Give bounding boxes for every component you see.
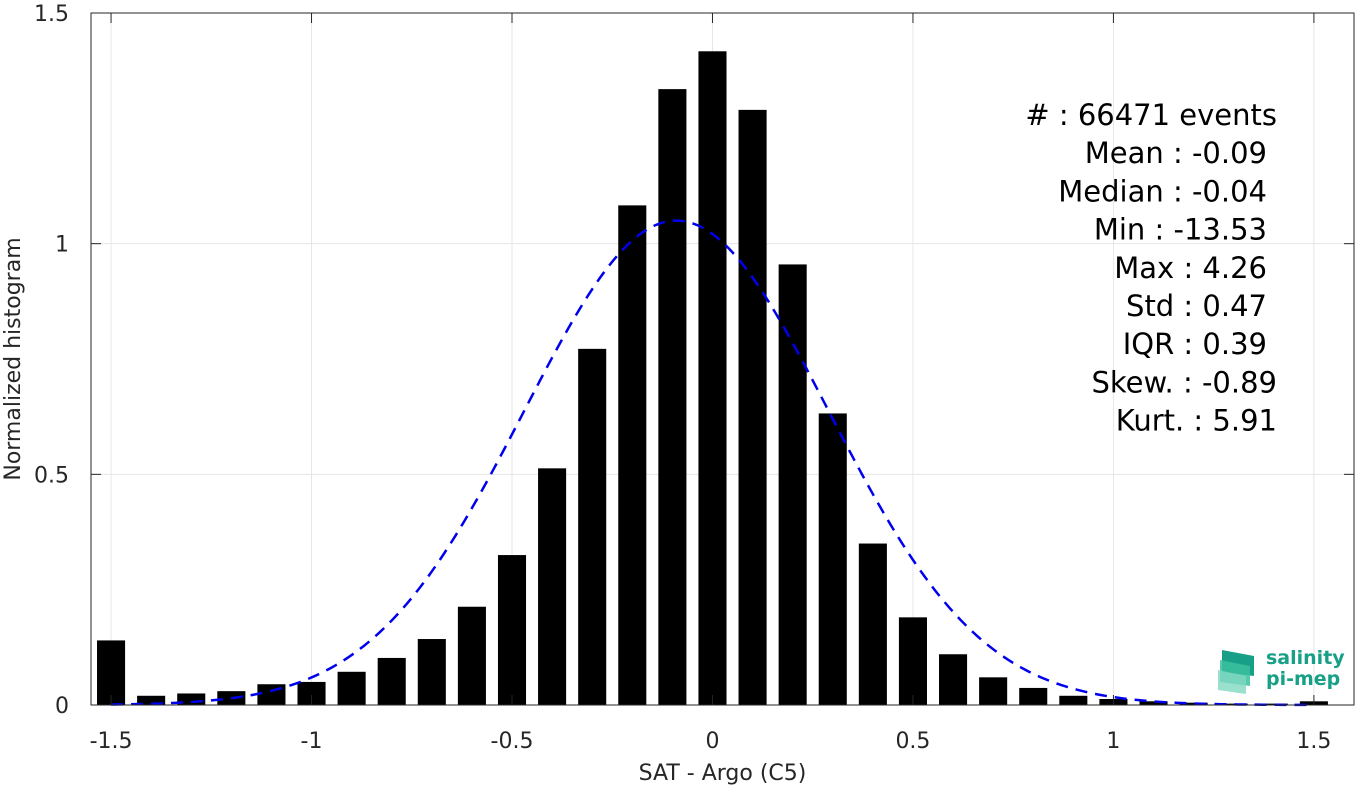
y-axis-label: Normalized histogram	[1, 237, 26, 480]
histogram-bar-9	[457, 606, 486, 705]
histogram-bar-21	[939, 654, 968, 705]
axes-box	[90, 12, 1355, 706]
histogram-bar-24	[1059, 695, 1088, 705]
histogram-bar-29	[1259, 703, 1288, 705]
histogram-bar-26	[1139, 701, 1168, 705]
histogram-bars	[97, 51, 1328, 706]
y-tick-labels: 0 0.5 1 1.5	[34, 2, 69, 719]
histogram-bar-0	[97, 640, 126, 705]
stat-line: Skew. : -0.89	[1091, 365, 1277, 399]
stat-line: Mean : -0.09	[1085, 136, 1267, 170]
x-tick-label: 1	[1106, 729, 1120, 754]
gaussian-fit-curve	[111, 219, 1314, 707]
x-tick-label: -1.5	[90, 729, 133, 754]
wave-logo-icon	[1218, 650, 1254, 694]
histogram-bar-8	[417, 639, 446, 705]
histogram-bar-5	[297, 681, 326, 705]
histogram-bar-2	[177, 693, 206, 705]
x-tick-label: -1	[301, 729, 323, 754]
histogram-bar-16	[738, 109, 767, 705]
histogram-bar-7	[377, 657, 406, 705]
y-tick-label: 0	[55, 694, 69, 719]
y-tick-label: 0.5	[34, 463, 69, 488]
histogram-bar-20	[898, 617, 927, 705]
x-tick-label: -0.5	[491, 729, 534, 754]
histogram-bar-12	[578, 348, 607, 705]
x-tick-label: 0	[705, 729, 719, 754]
logo-line2: pi-mep	[1266, 668, 1341, 690]
histogram-bar-27	[1179, 702, 1208, 705]
stat-line: # : 66471 events	[1025, 98, 1277, 132]
histogram-bar-10	[497, 555, 527, 705]
y-tick-label: 1.5	[34, 2, 69, 27]
stat-line: Kurt. : 5.91	[1116, 404, 1277, 438]
x-axis-label: SAT - Argo (C5)	[639, 761, 807, 786]
histogram-bar-23	[1019, 687, 1048, 705]
histogram-bar-15	[698, 51, 727, 706]
stat-line: Min : -13.53	[1094, 213, 1267, 247]
histogram-bar-1	[137, 695, 166, 705]
statistics-annotation: # : 66471 events Mean : -0.09 Median : -0.…	[1025, 98, 1277, 438]
logo-line1: salinity	[1266, 647, 1345, 669]
histogram-bar-14	[658, 89, 687, 706]
axis-ticks	[91, 12, 1354, 706]
stat-line: Max : 4.26	[1114, 251, 1267, 285]
histogram-bar-13	[618, 205, 647, 705]
stat-line: Median : -0.04	[1058, 174, 1267, 208]
x-tick-label: 0.5	[895, 729, 930, 754]
histogram-bar-18	[818, 413, 847, 705]
histogram-bar-11	[538, 468, 567, 705]
histogram-bar-17	[778, 264, 807, 705]
histogram-bar-22	[979, 677, 1008, 705]
histogram-bar-28	[1219, 703, 1248, 705]
stat-line: IQR : 0.39	[1123, 327, 1267, 361]
stat-line: Std : 0.47	[1126, 289, 1267, 323]
salinity-pi-mep-logo: salinity pi-mep	[1216, 644, 1346, 696]
x-tick-labels: -1.5 -1 -0.5 0 0.5 1 1.5	[90, 729, 1332, 754]
y-tick-label: 1	[55, 233, 69, 258]
x-tick-label: 1.5	[1296, 729, 1331, 754]
histogram-bar-19	[858, 543, 887, 705]
histogram-bar-6	[337, 671, 366, 705]
